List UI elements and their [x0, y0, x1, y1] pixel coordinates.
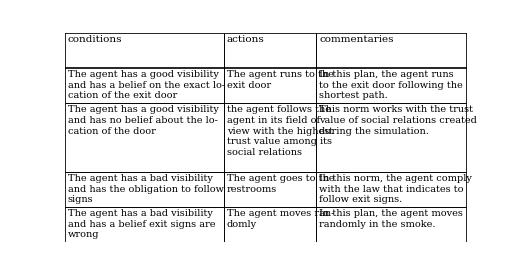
- Text: In this norm, the agent comply
with the law that indicates to
follow exit signs.: In this norm, the agent comply with the …: [319, 174, 472, 204]
- Text: The agent has a good visibility
and has no belief about the lo-
cation of the do: The agent has a good visibility and has …: [67, 105, 218, 136]
- Text: The agent moves ran-
domly: The agent moves ran- domly: [227, 209, 334, 229]
- Text: actions: actions: [227, 35, 264, 44]
- Text: commentaries: commentaries: [319, 35, 393, 44]
- Text: The agent runs to the
exit door: The agent runs to the exit door: [227, 70, 333, 90]
- Text: the agent follows the
agent in its field of
view with the highest
trust value am: the agent follows the agent in its field…: [227, 105, 333, 157]
- Text: conditions: conditions: [67, 35, 122, 44]
- Text: This norm works with the trust
value of social relations created
during the simu: This norm works with the trust value of …: [319, 105, 477, 136]
- Text: In this plan, the agent moves
randomly in the smoke.: In this plan, the agent moves randomly i…: [319, 209, 463, 229]
- Text: The agent goes to the
restrooms: The agent goes to the restrooms: [227, 174, 334, 193]
- Text: The agent has a good visibility
and has a belief on the exact lo-
cation of the : The agent has a good visibility and has …: [67, 70, 225, 100]
- Text: The agent has a bad visibility
and has the obligation to follow
signs: The agent has a bad visibility and has t…: [67, 174, 224, 204]
- Text: In this plan, the agent runs
to the exit door following the
shortest path.: In this plan, the agent runs to the exit…: [319, 70, 463, 100]
- Text: The agent has a bad visibility
and has a belief exit signs are
wrong: The agent has a bad visibility and has a…: [67, 209, 215, 239]
